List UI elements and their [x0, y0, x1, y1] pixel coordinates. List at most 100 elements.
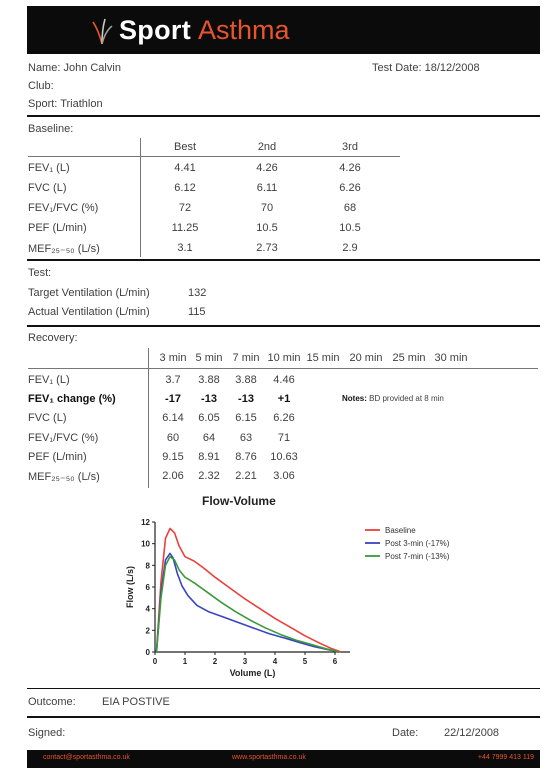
cell: 63 [239, 432, 253, 444]
brand-logo: Sport Asthma [91, 15, 290, 46]
recovery-col-header: 10 min [267, 352, 301, 364]
series-line [155, 527, 342, 653]
cell: 72 [178, 202, 192, 214]
cell: 6.15 [235, 412, 257, 424]
cell: 6.05 [198, 412, 220, 424]
series-line [155, 552, 339, 653]
cell: 6.11 [256, 182, 278, 194]
recovery-heading: Recovery: [28, 332, 78, 344]
brand-word-sport: Sport [119, 15, 191, 45]
cell: 3.88 [198, 374, 220, 386]
divider [27, 115, 540, 117]
y-tick-label: 12 [141, 518, 150, 527]
x-tick-label: 0 [153, 657, 158, 666]
row-label: PEF (L/min) [28, 451, 87, 463]
cell: 2.06 [162, 470, 184, 482]
cell: 6.26 [273, 412, 295, 424]
x-tick-label: 2 [213, 657, 218, 666]
cell: 3.7 [165, 374, 181, 386]
row-label: FVC (L) [28, 412, 67, 424]
row-label: FEV₁/FVC (%) [28, 432, 99, 444]
target-ventilation-value: 132 [188, 287, 207, 299]
row-label: MEF₂₅₋₅₀ (L/s) [28, 471, 100, 483]
cell: 8.76 [235, 451, 257, 463]
outcome-label: Outcome: [28, 696, 76, 708]
notes-label: Notes: [342, 394, 367, 403]
recovery-col-header: 7 min [232, 352, 260, 364]
test-date: Test Date: 18/12/2008 [372, 62, 480, 74]
actual-ventilation-label: Actual Ventilation (L/min) [28, 306, 150, 318]
cell: 6.12 [174, 182, 196, 194]
footer-bar: contact@sportasthma.co.uk www.sportasthm… [27, 750, 540, 768]
date-label: Date: [392, 727, 419, 739]
cell: 3.88 [235, 374, 257, 386]
cell: -13 [201, 393, 217, 405]
baseline-col-header: 2nd [257, 141, 277, 153]
report-page: Sport Asthma Name: John Calvin Test Date… [10, 0, 540, 768]
outcome-value: EIA POSTIVE [102, 696, 170, 708]
cell: 2.73 [256, 242, 278, 254]
footer-phone: +44 7999 413 119 [477, 754, 534, 761]
row-label: MEF₂₅₋₅₀ (L/s) [28, 243, 100, 255]
legend-label: Baseline [385, 526, 416, 535]
cell: 10.63 [270, 451, 298, 463]
y-tick-label: 0 [146, 648, 151, 657]
footer-email[interactable]: contact@sportasthma.co.uk [43, 754, 130, 761]
x-axis-label: Volume (L) [230, 668, 276, 678]
cell: 10.5 [256, 222, 278, 234]
cell: 4.26 [256, 162, 278, 174]
footer-website[interactable]: www.sportasthma.co.uk [232, 754, 306, 761]
sport: Sport: Triathlon [28, 98, 103, 110]
target-ventilation-label: Target Ventilation (L/min) [28, 287, 150, 299]
row-label: PEF (L/min) [28, 222, 87, 234]
y-tick-label: 4 [146, 605, 151, 614]
cell: 2.32 [198, 470, 220, 482]
cell: 4.41 [174, 162, 196, 174]
cell: 3.1 [177, 242, 193, 254]
legend-label: Post 7-min (-13%) [385, 552, 450, 561]
cell: 4.46 [273, 374, 295, 386]
recovery-col-header: 25 min [392, 352, 426, 364]
cell: 10.5 [339, 222, 361, 234]
recovery-table-divider [148, 348, 149, 488]
y-tick-label: 6 [146, 583, 151, 592]
y-tick-label: 10 [141, 540, 150, 549]
cell: 64 [202, 432, 216, 444]
test-heading: Test: [28, 267, 52, 279]
cell: 6.14 [162, 412, 184, 424]
recovery-col-header: 3 min [159, 352, 187, 364]
actual-ventilation-value: 115 [188, 306, 206, 318]
patient-name: Name: John Calvin [28, 62, 121, 74]
cell: 9.15 [162, 451, 184, 463]
cell: -13 [238, 393, 254, 405]
chart-title: Flow-Volume [202, 494, 276, 508]
brand-word-asthma: Asthma [198, 15, 290, 45]
cell: 3.06 [273, 470, 295, 482]
cell: 11.25 [171, 222, 199, 234]
baseline-heading: Baseline: [28, 123, 74, 135]
row-label: FVC (L) [28, 182, 67, 194]
recovery-col-header: 20 min [349, 352, 383, 364]
cell: 60 [166, 432, 180, 444]
x-tick-label: 4 [273, 657, 278, 666]
divider [27, 259, 540, 261]
y-tick-label: 2 [146, 626, 151, 635]
cell: 70 [260, 202, 274, 214]
recovery-header-rule [28, 368, 538, 369]
brand-header: Sport Asthma [27, 6, 540, 54]
baseline-col-header: 3rd [342, 141, 358, 153]
cell: -17 [165, 393, 181, 405]
cell: +1 [277, 393, 291, 405]
row-label: FEV₁ (L) [28, 162, 70, 174]
notes-text: BD provided at 8 min [369, 394, 444, 403]
sign-date-value: 22/12/2008 [444, 727, 500, 739]
signed-label: Signed: [28, 727, 66, 739]
recovery-col-header: 30 min [434, 352, 468, 364]
row-label: FEV₁/FVC (%) [28, 202, 99, 214]
recovery-col-header: 15 min [306, 352, 340, 364]
club: Club: [28, 80, 54, 92]
row-label: FEV₁ (L) [28, 374, 70, 386]
baseline-table-divider [140, 138, 141, 257]
baseline-header-rule [28, 156, 400, 157]
